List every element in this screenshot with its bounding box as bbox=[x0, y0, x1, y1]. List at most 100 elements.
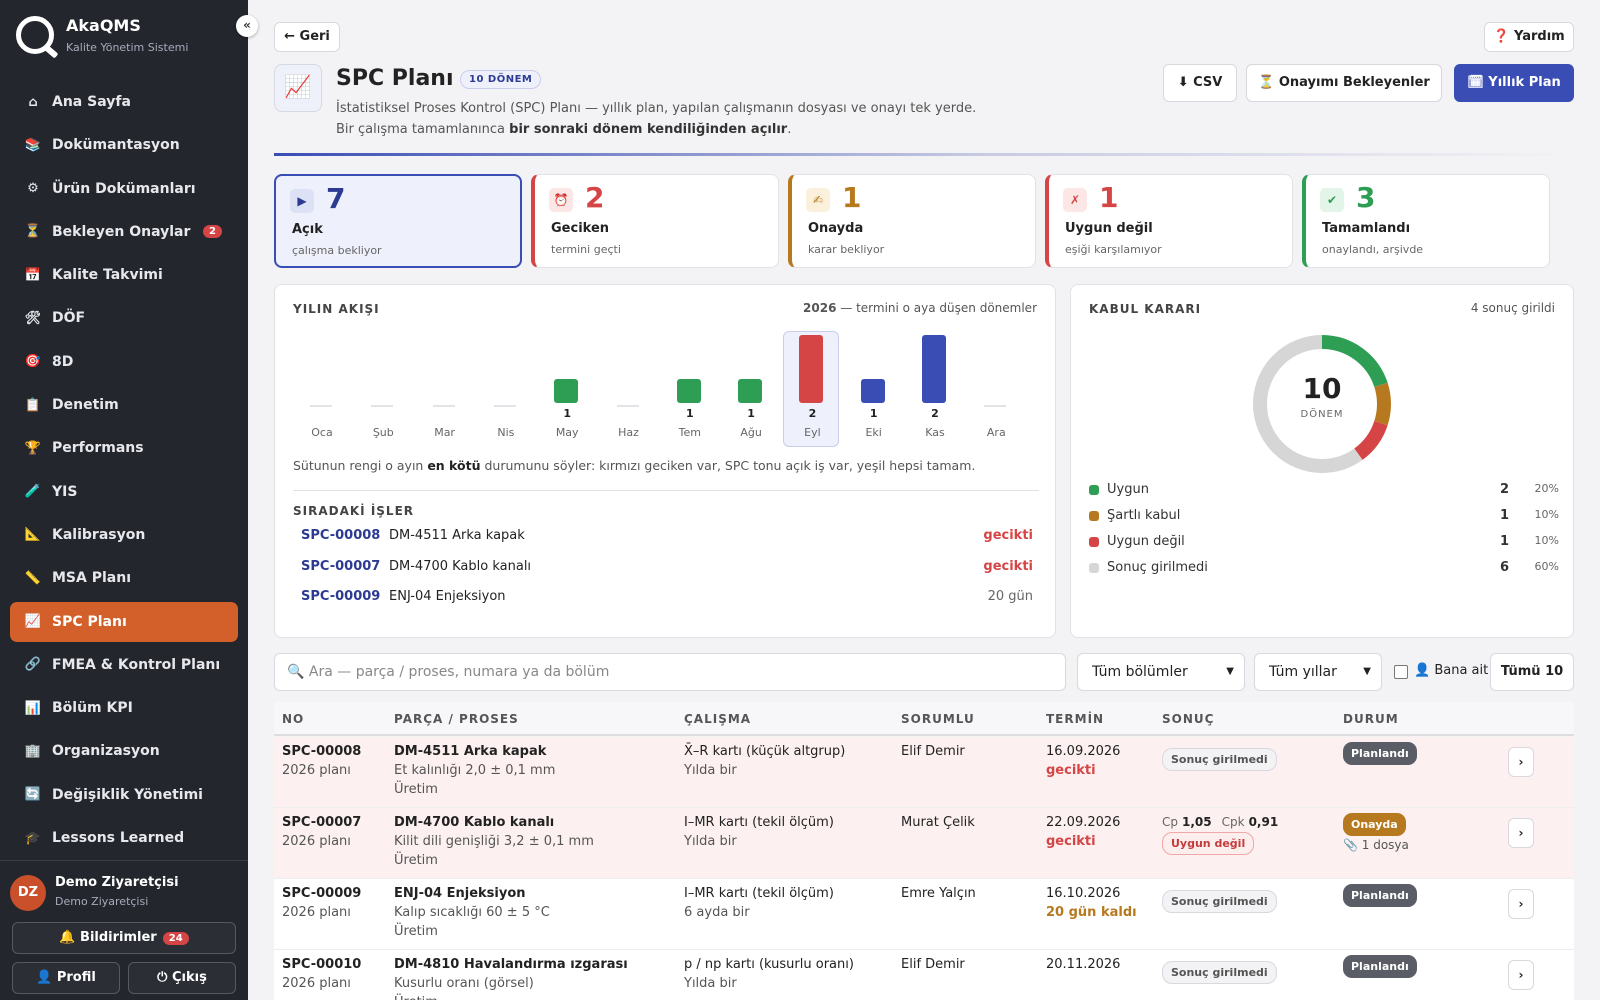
row-due: 16.10.2026 bbox=[1046, 886, 1121, 901]
all-label: Tümü bbox=[1500, 664, 1541, 679]
collapse-sidebar-button[interactable]: « bbox=[236, 15, 258, 37]
sidebar-item[interactable]: 📊 Bölüm KPI bbox=[10, 688, 238, 728]
column-header[interactable]: ÇALIŞMA bbox=[684, 712, 752, 726]
profile-button[interactable]: 👤 Profil bbox=[12, 962, 120, 994]
mine-label[interactable]: 👤 Bana ait bbox=[1414, 663, 1489, 678]
sidebar-item[interactable]: 📈 SPC Planı bbox=[10, 601, 238, 642]
queue-name: DM-4700 Kablo kanalı bbox=[389, 558, 532, 574]
search-input[interactable]: 🔍 Ara — parça / proses, numara ya da böl… bbox=[274, 653, 1066, 691]
row-part: DM-4511 Arka kapak bbox=[394, 744, 547, 759]
sidebar-item[interactable]: 🧪 YIS bbox=[10, 472, 238, 512]
annual-plan-button[interactable]: 🗓 Yıllık Plan bbox=[1454, 64, 1574, 102]
notifications-count: 24 bbox=[162, 932, 189, 945]
row-no: SPC-00008 bbox=[282, 744, 362, 759]
avatar[interactable]: DZ bbox=[10, 875, 46, 911]
cpk-label: Cpk bbox=[1221, 815, 1245, 829]
sidebar-item[interactable]: 📋 Denetim bbox=[10, 385, 238, 425]
row-open-button[interactable]: › bbox=[1508, 747, 1534, 777]
queue-no[interactable]: SPC-00008 bbox=[301, 528, 381, 543]
sidebar-item[interactable]: 📏 MSA Planı bbox=[10, 558, 238, 598]
logout-button[interactable]: ⏻ Çıkış bbox=[128, 962, 236, 994]
column-header[interactable]: NO bbox=[282, 712, 305, 726]
row-open-button[interactable]: › bbox=[1508, 960, 1534, 990]
legend-count: 2 bbox=[1499, 482, 1509, 497]
notifications-button[interactable]: 🔔 Bildirimler 24 bbox=[12, 922, 236, 954]
summary-card[interactable]: ▶ 7 Açık çalışma bekliyor bbox=[274, 174, 522, 268]
bar[interactable] bbox=[922, 335, 946, 403]
column-header[interactable]: DURUM bbox=[1343, 712, 1399, 726]
brand[interactable]: AkaQMS Kalite Yönetim Sistemi bbox=[16, 16, 188, 54]
sidebar-item[interactable]: ⚙ Ürün Dokümanları bbox=[10, 169, 238, 209]
department-select[interactable]: Tüm bölümler ▼ bbox=[1077, 653, 1245, 691]
bar[interactable] bbox=[676, 379, 701, 403]
sidebar-item[interactable]: 🏢 Organizasyon bbox=[10, 731, 238, 771]
summary-card[interactable]: ✍ 1 Onayda karar bekliyor bbox=[788, 174, 1036, 268]
sidebar-item[interactable]: 🎯 8D bbox=[10, 342, 238, 382]
row-files[interactable]: 📎 1 dosya bbox=[1343, 838, 1409, 852]
desc2-text: Bir çalışma tamamlanınca bbox=[336, 122, 510, 137]
cell-no: SPC-00007 2026 planı bbox=[282, 813, 361, 851]
sidebar-item-label: 8D bbox=[52, 353, 74, 370]
sidebar-item[interactable]: 🏆 Performans bbox=[10, 428, 238, 468]
bar-value: 2 bbox=[931, 407, 939, 420]
sidebar-item[interactable]: 📐 Kalibrasyon bbox=[10, 515, 238, 555]
sidebar-item[interactable]: 📚 Dokümantasyon bbox=[10, 125, 238, 165]
table-row[interactable]: SPC-00008 2026 planı DM-4511 Arka kapak Et … bbox=[274, 737, 1574, 808]
queue-no[interactable]: SPC-00009 bbox=[301, 589, 381, 604]
row-plan: 2026 planı bbox=[282, 976, 351, 991]
mine-checkbox[interactable] bbox=[1394, 665, 1408, 679]
summary-card[interactable]: ✔ 3 Tamamlandı onaylandı, arşivde bbox=[1302, 174, 1550, 268]
table-row[interactable]: SPC-00009 2026 planı ENJ-04 Enjeksiyon Kalı… bbox=[274, 879, 1574, 950]
main-content: ← Geri ❓ Yardım 📈 SPC Planı 10 DÖNEM İst… bbox=[274, 0, 1584, 1000]
row-owner: Murat Çelik bbox=[901, 815, 975, 830]
help-button[interactable]: ❓ Yardım bbox=[1484, 22, 1574, 52]
table-row[interactable]: SPC-00007 2026 planı DM-4700 Kablo kanalı K… bbox=[274, 808, 1574, 879]
table-row[interactable]: SPC-00010 2026 planı DM-4810 Havalandırma … bbox=[274, 950, 1574, 1000]
row-owner: Emre Yalçın bbox=[901, 886, 976, 901]
flow-legend-note: Sütunun rengi o ayın en kötü durumunu sö… bbox=[293, 458, 975, 473]
month-label: Eyl bbox=[804, 426, 821, 439]
sidebar-item[interactable]: 🔗 FMEA & Kontrol Planı bbox=[10, 645, 238, 685]
sidebar-item[interactable]: ⌂ Ana Sayfa bbox=[10, 82, 238, 122]
row-no: SPC-00007 bbox=[282, 815, 362, 830]
row-due: 20.11.2026 bbox=[1046, 957, 1121, 972]
nav-menu: ⌂ Ana Sayfa 📚 Dokümantasyon ⚙ Ürün Dokümanlar… bbox=[10, 82, 238, 861]
nav-icon: 🔄 bbox=[24, 787, 42, 803]
row-study: I–MR kartı (tekil ölçüm) bbox=[684, 815, 834, 830]
csv-button[interactable]: ⬇ CSV bbox=[1163, 64, 1237, 102]
row-dept: Üretim bbox=[394, 782, 438, 797]
row-open-button[interactable]: › bbox=[1508, 889, 1534, 919]
column-header[interactable]: SONUÇ bbox=[1162, 712, 1215, 726]
pending-approvals-button[interactable]: ⏳ Onayımı Bekleyenler bbox=[1246, 64, 1442, 102]
summary-card[interactable]: ⏰ 2 Geciken termini geçti bbox=[531, 174, 779, 268]
card-label: Onayda bbox=[808, 221, 864, 236]
row-open-button[interactable]: › bbox=[1508, 818, 1534, 848]
sidebar-item[interactable]: 📅 Kalite Takvimi bbox=[10, 255, 238, 295]
column-header[interactable]: TERMİN bbox=[1046, 712, 1105, 726]
sidebar-item-label: YIS bbox=[52, 483, 78, 500]
month-label: Tem bbox=[678, 426, 701, 439]
bar[interactable] bbox=[860, 379, 885, 403]
sidebar-item[interactable]: 🎓 Lessons Learned bbox=[10, 818, 238, 858]
all-filter-button[interactable]: Tümü 10 bbox=[1490, 653, 1574, 691]
column-header[interactable]: SORUMLU bbox=[901, 712, 975, 726]
bar[interactable] bbox=[554, 379, 579, 403]
queue-title: SIRADAKİ İŞLER bbox=[293, 504, 415, 518]
nav-icon: 🏢 bbox=[24, 743, 42, 759]
legend-pct: 60% bbox=[1534, 560, 1559, 573]
summary-card[interactable]: ✗ 1 Uygun değil eşiği karşılamıyor bbox=[1045, 174, 1293, 268]
cell-result: Sonuç girilmedi bbox=[1162, 742, 1277, 771]
sidebar-item[interactable]: ⏳ Bekleyen Onaylar 2 bbox=[10, 212, 238, 252]
back-button[interactable]: ← Geri bbox=[274, 22, 340, 52]
year-select[interactable]: Tüm yıllar ▼ bbox=[1254, 653, 1382, 691]
queue-no[interactable]: SPC-00007 bbox=[301, 558, 381, 574]
table-header: NO PARÇA / PROSES ÇALIŞMA SORUMLU TERMİN SONU… bbox=[274, 702, 1574, 736]
card-icon: ✍ bbox=[806, 188, 830, 212]
sidebar-item[interactable]: 🔄 Değişiklik Yönetimi bbox=[10, 775, 238, 815]
sidebar-item[interactable]: 🛠 DÖF bbox=[10, 298, 238, 338]
legend-pct: 20% bbox=[1534, 482, 1559, 495]
bar[interactable] bbox=[738, 379, 763, 403]
bar[interactable] bbox=[799, 335, 824, 403]
sidebar-item-label: Denetim bbox=[52, 397, 119, 414]
column-header[interactable]: PARÇA / PROSES bbox=[394, 712, 519, 726]
